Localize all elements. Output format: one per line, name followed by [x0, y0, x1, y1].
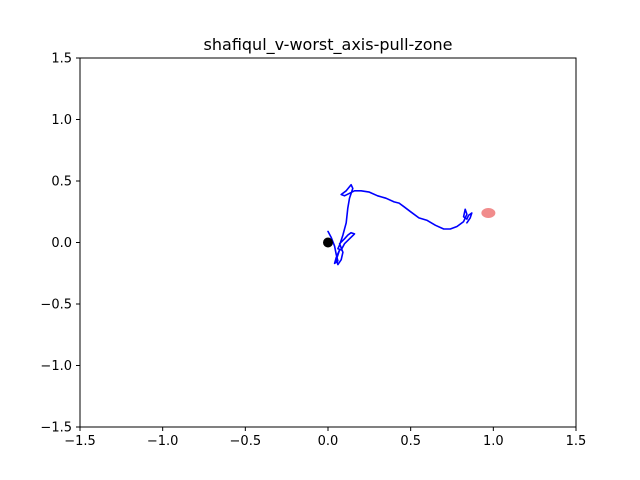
x-tick-label: −0.5	[230, 434, 262, 449]
x-tick-label: 1.5	[566, 434, 587, 449]
x-tick-label: −1.5	[64, 434, 96, 449]
x-axis: −1.5 −1.0 −0.5 0.0 0.5 1.0 1.5	[64, 427, 586, 449]
goal-marker	[481, 207, 496, 218]
y-tick-label: 0.5	[51, 175, 72, 190]
x-tick-label: 0.0	[318, 434, 339, 449]
start-marker	[323, 237, 333, 248]
y-tick-label: −1.5	[40, 421, 72, 436]
y-tick-label: 1.5	[51, 52, 72, 67]
y-axis: −1.5 −1.0 −0.5 0.0 0.5 1.0 1.5	[40, 52, 80, 436]
chart-marks	[323, 183, 496, 266]
y-tick-label: 0.0	[51, 236, 72, 251]
chart-title: shafiqul_v-worst_axis-pull-zone	[204, 35, 453, 55]
x-tick-label: 1.0	[483, 434, 504, 449]
x-tick-label: −1.0	[147, 434, 179, 449]
x-tick-label: 0.5	[400, 434, 421, 449]
y-tick-label: 1.0	[51, 113, 72, 128]
trajectory-line	[327, 183, 473, 266]
y-tick-label: −1.0	[40, 359, 72, 374]
y-tick-label: −0.5	[40, 298, 72, 313]
